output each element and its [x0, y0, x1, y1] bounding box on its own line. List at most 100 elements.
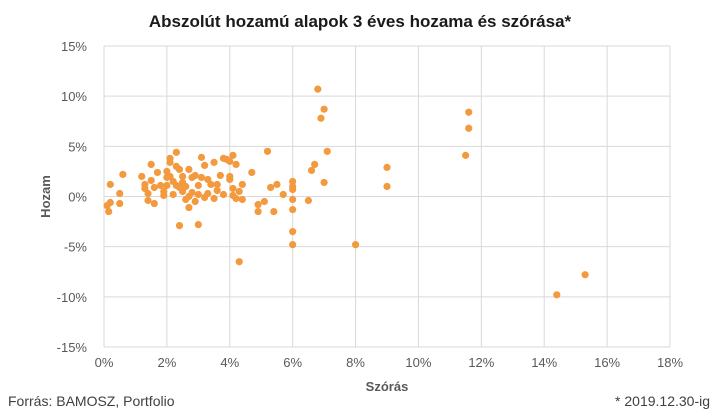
data-point: [351, 241, 360, 249]
data-point: [204, 189, 212, 198]
y-axis-ticks: -15% -10% -5% 0% 5% 10% 15%: [57, 39, 88, 355]
data-point: [185, 203, 193, 212]
data-point: [153, 168, 162, 177]
data-point: [166, 154, 174, 162]
data-point: [289, 205, 297, 214]
data-point: [235, 187, 243, 196]
data-point: [289, 228, 297, 236]
x-tick-label: 8%: [346, 355, 365, 370]
data-point: [147, 160, 155, 168]
data-point: [144, 196, 152, 205]
data-point: [160, 191, 168, 200]
data-point: [289, 195, 297, 204]
data-point: [147, 176, 155, 185]
data-point: [320, 178, 328, 187]
data-point: [323, 147, 331, 155]
data-point: [144, 189, 152, 198]
data-point: [191, 171, 199, 180]
data-point: [207, 180, 215, 189]
data-point: [553, 291, 561, 299]
y-tick-label: 0%: [68, 190, 87, 205]
data-point: [260, 197, 268, 206]
y-tick-label: -5%: [64, 240, 88, 255]
y-axis-title: Hozam: [38, 175, 53, 218]
y-tick-label: 5%: [68, 139, 87, 154]
data-point: [194, 220, 202, 229]
data-point: [307, 166, 316, 175]
data-point: [465, 124, 473, 132]
data-point: [194, 190, 202, 199]
x-tick-label: 4%: [220, 355, 239, 370]
data-point: [201, 161, 209, 169]
data-point: [304, 196, 312, 205]
x-tick-label: 12%: [468, 355, 494, 370]
data-point: [581, 271, 589, 279]
data-point: [320, 105, 328, 113]
data-point: [238, 195, 246, 204]
data-point: [197, 173, 206, 182]
data-point: [226, 157, 234, 165]
data-point: [229, 151, 237, 159]
data-point: [106, 198, 114, 207]
x-tick-label: 16%: [594, 355, 620, 370]
y-tick-label: 10%: [61, 89, 87, 104]
data-point: [179, 172, 187, 181]
data-points: [103, 85, 589, 299]
data-point: [289, 185, 297, 194]
data-point: [213, 180, 221, 189]
x-tick-label: 10%: [405, 355, 431, 370]
data-point: [105, 207, 113, 216]
data-point: [169, 190, 177, 199]
data-point: [219, 190, 228, 199]
data-point: [314, 85, 322, 93]
x-tick-label: 14%: [531, 355, 557, 370]
data-point: [150, 183, 158, 192]
x-axis-ticks: 0% 2% 4% 6% 8% 10% 12% 14% 16% 18%: [95, 355, 684, 370]
data-point: [383, 182, 391, 191]
data-point: [270, 207, 278, 216]
data-point: [232, 160, 240, 168]
data-point: [232, 194, 240, 203]
data-point: [383, 163, 391, 172]
data-point: [157, 181, 165, 190]
data-point: [119, 170, 127, 179]
x-axis-title: Szórás: [366, 379, 409, 394]
data-point: [175, 165, 184, 174]
data-point: [138, 172, 146, 181]
data-point: [462, 151, 470, 159]
data-point: [175, 221, 184, 230]
data-point: [210, 194, 218, 203]
y-tick-label: 15%: [61, 39, 87, 54]
data-point: [311, 160, 319, 168]
data-point: [267, 183, 275, 192]
data-point: [216, 171, 224, 180]
data-point: [163, 181, 171, 190]
y-tick-label: -15%: [57, 340, 88, 355]
data-point: [116, 189, 124, 198]
data-point: [197, 153, 206, 161]
data-point: [238, 180, 246, 189]
data-point: [106, 180, 114, 189]
data-point: [465, 108, 473, 116]
data-point: [182, 182, 190, 191]
date-note: * 2019.12.30-ig: [615, 393, 710, 409]
x-tick-label: 18%: [657, 355, 683, 370]
data-point: [317, 114, 325, 122]
data-point: [172, 148, 180, 156]
data-point: [289, 241, 297, 249]
data-point: [194, 181, 202, 190]
data-point: [248, 168, 256, 177]
data-point: [210, 158, 218, 166]
data-point: [116, 199, 124, 208]
x-tick-label: 2%: [157, 355, 176, 370]
data-point: [279, 190, 287, 199]
data-point: [226, 172, 234, 181]
x-tick-label: 6%: [283, 355, 302, 370]
y-tick-label: -10%: [57, 290, 88, 305]
data-point: [229, 184, 237, 193]
data-point: [263, 147, 272, 155]
x-tick-label: 0%: [95, 355, 114, 370]
data-point: [235, 258, 243, 266]
data-point: [254, 207, 262, 216]
